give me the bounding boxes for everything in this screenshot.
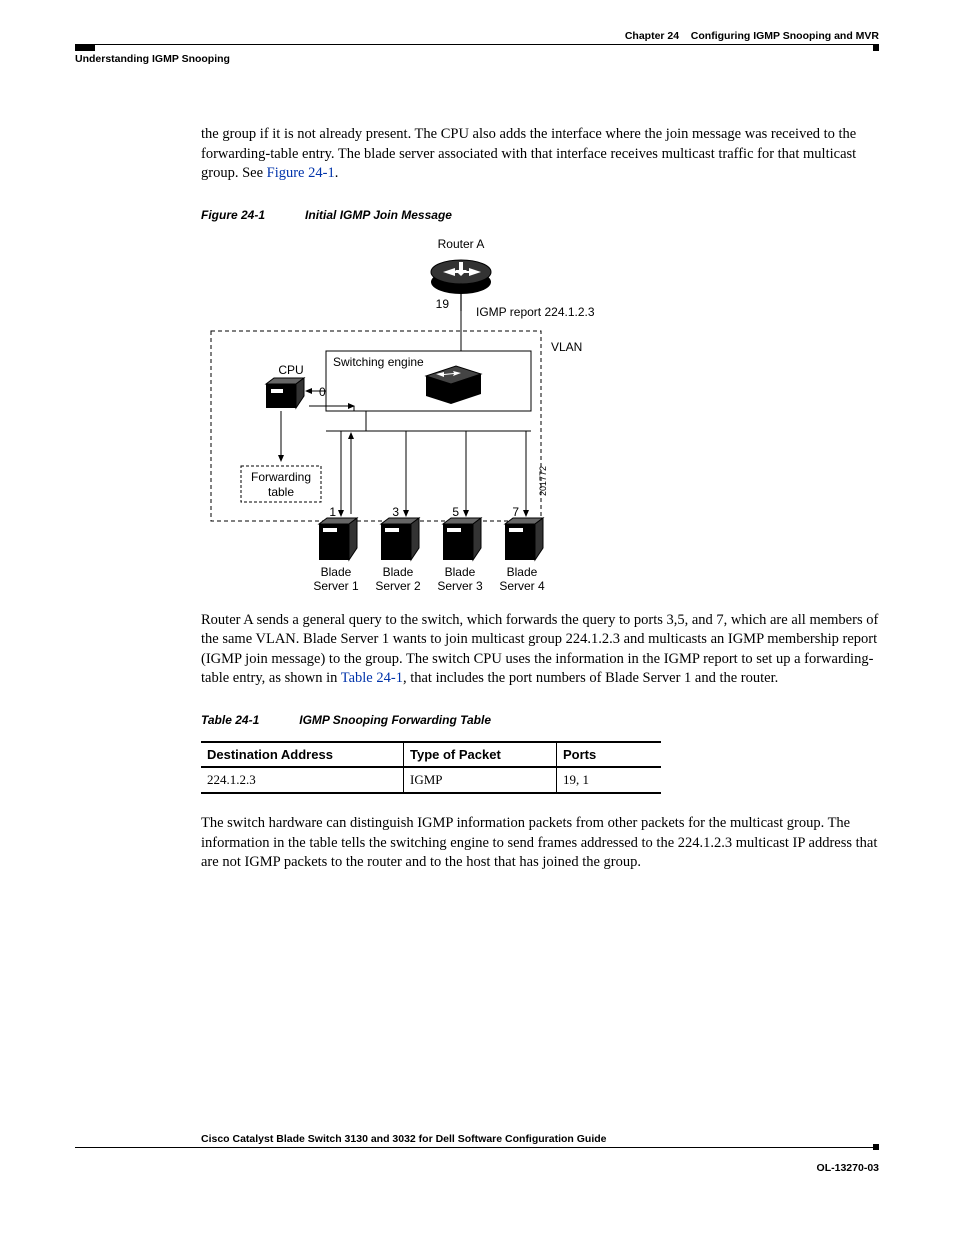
page-header: Chapter 24 Configuring IGMP Snooping and…: [75, 30, 879, 65]
doc-id: OL-13270-03: [817, 1162, 879, 1174]
svg-text:Blade: Blade: [507, 565, 538, 579]
paragraph-2: Router A sends a general query to the sw…: [201, 611, 879, 689]
table-caption: Table 24-1IGMP Snooping Forwarding Table: [201, 713, 879, 727]
svg-text:Blade: Blade: [445, 565, 476, 579]
svg-text:201772: 201772: [538, 466, 548, 496]
svg-text:IGMP report 224.1.2.3: IGMP report 224.1.2.3: [476, 305, 595, 319]
svg-text:Server 1: Server 1: [313, 579, 359, 593]
table-row: 224.1.2.3 IGMP 19, 1: [201, 767, 661, 793]
svg-text:3: 3: [392, 505, 399, 519]
table-header-row: Destination Address Type of Packet Ports: [201, 742, 661, 767]
svg-text:19: 19: [436, 297, 450, 311]
forwarding-table: Destination Address Type of Packet Ports…: [201, 741, 661, 794]
book-title: Cisco Catalyst Blade Switch 3130 and 303…: [201, 1133, 879, 1145]
svg-text:table: table: [268, 485, 294, 499]
page: Chapter 24 Configuring IGMP Snooping and…: [0, 0, 954, 1209]
svg-text:5: 5: [452, 505, 459, 519]
col-dest: Destination Address: [201, 742, 404, 767]
svg-text:Server 3: Server 3: [437, 579, 483, 593]
svg-text:Router A: Router A: [438, 237, 485, 251]
svg-text:7: 7: [512, 505, 519, 519]
table-ref-link[interactable]: Table 24-1: [341, 670, 403, 686]
figure-caption: Figure 24-1Initial IGMP Join Message: [201, 208, 879, 222]
section-title: Understanding IGMP Snooping: [75, 53, 879, 65]
svg-text:Switching engine: Switching engine: [333, 355, 424, 369]
chapter-title: Configuring IGMP Snooping and MVR: [691, 30, 879, 42]
svg-text:Forwarding: Forwarding: [251, 470, 311, 484]
figure-ref-link[interactable]: Figure 24-1: [267, 165, 335, 181]
blade-servers: [319, 518, 543, 560]
svg-text:Server 2: Server 2: [375, 579, 421, 593]
svg-text:Blade: Blade: [383, 565, 414, 579]
svg-text:VLAN: VLAN: [551, 340, 582, 354]
col-type: Type of Packet: [404, 742, 557, 767]
svg-text:Server 4: Server 4: [499, 579, 545, 593]
svg-text:0: 0: [319, 385, 326, 399]
svg-text:Blade: Blade: [321, 565, 352, 579]
svg-text:1: 1: [329, 505, 336, 519]
paragraph-1: the group if it is not already present. …: [201, 125, 879, 184]
body: the group if it is not already present. …: [201, 125, 879, 873]
page-footer: Cisco Catalyst Blade Switch 3130 and 303…: [75, 1133, 879, 1179]
paragraph-3: The switch hardware can distinguish IGMP…: [201, 814, 879, 873]
chapter-ref: Chapter 24: [625, 30, 679, 42]
col-ports: Ports: [557, 742, 662, 767]
svg-text:CPU: CPU: [278, 363, 303, 377]
figure-diagram: Router A 19 IGMP report 224.1.2.3 VLAN S…: [201, 236, 681, 606]
